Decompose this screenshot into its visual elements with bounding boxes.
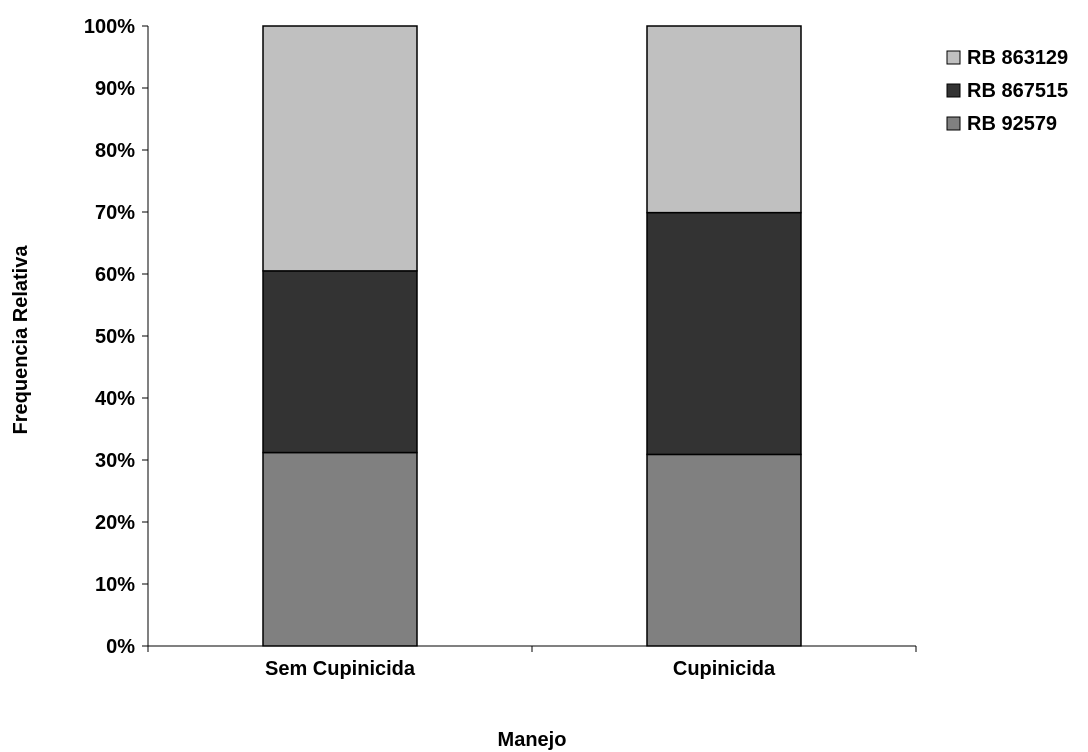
y-tick-label: 100% [84,16,135,38]
legend-label: RB 92579 [967,113,1057,135]
x-tick-label: Sem Cupinicida [265,658,416,680]
y-tick-label: 40% [95,388,135,410]
y-tick-label: 70% [95,202,135,224]
legend-swatch [946,116,961,131]
y-tick-label: 10% [95,574,135,596]
legend-swatch [946,50,961,65]
x-axis-label: Manejo [498,729,567,751]
x-axis: Sem Cupinicida Cupinicida [147,645,917,680]
bar-segment-1-2 [262,270,418,454]
x-tick-label: Cupinicida [673,658,776,680]
bar-segment-2-2 [646,211,802,456]
y-tick-label: 30% [95,450,135,472]
y-tick-label: 20% [95,512,135,534]
legend-label: RB 863129 [967,47,1068,69]
bar-segment-1-1 [262,451,418,647]
y-axis-label: Frequencia Relativa [10,245,32,435]
bar-segment-2-3 [646,25,802,214]
legend-label: RB 867515 [967,80,1068,102]
y-tick-label: 0% [106,636,135,658]
y-tick-label: 60% [95,264,135,286]
legend-swatch [946,83,961,98]
bar-segment-2-1 [646,453,802,647]
bars-layer [262,25,802,647]
y-axis: 0% 10% 20% 30% 40% 50% 60% 70% 80% 90% 100% [84,16,149,658]
legend: RB 863129 RB 867515 RB 92579 [946,47,1068,135]
y-tick-label: 50% [95,326,135,348]
y-tick-label: 90% [95,78,135,100]
y-tick-label: 80% [95,140,135,162]
bar-segment-1-3 [262,25,418,272]
